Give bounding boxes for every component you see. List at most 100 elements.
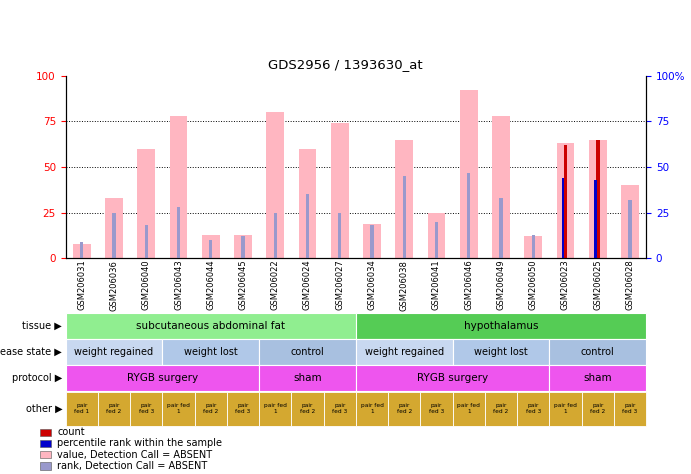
Bar xyxy=(202,235,220,258)
Text: rank, Detection Call = ABSENT: rank, Detection Call = ABSENT xyxy=(57,461,207,471)
Text: GDS2956 / 1393630_at: GDS2956 / 1393630_at xyxy=(268,58,423,71)
Text: pair
fed 3: pair fed 3 xyxy=(429,403,444,414)
Bar xyxy=(259,365,356,391)
Bar xyxy=(356,313,646,339)
Bar xyxy=(594,180,596,258)
Bar xyxy=(556,143,574,258)
Text: pair fed
1: pair fed 1 xyxy=(264,403,287,414)
Bar xyxy=(40,428,51,436)
Bar xyxy=(299,149,316,258)
Bar xyxy=(227,392,259,426)
Bar xyxy=(40,440,51,447)
Bar xyxy=(420,392,453,426)
Bar xyxy=(614,392,646,426)
Text: pair
fed 2: pair fed 2 xyxy=(203,403,218,414)
Bar xyxy=(460,91,477,258)
Text: RYGB surgery: RYGB surgery xyxy=(127,373,198,383)
Bar xyxy=(162,339,259,365)
Text: sham: sham xyxy=(583,373,612,383)
Text: pair fed
1: pair fed 1 xyxy=(167,403,190,414)
Text: control: control xyxy=(581,347,614,357)
Bar xyxy=(453,339,549,365)
Bar xyxy=(138,149,155,258)
Bar xyxy=(40,463,51,470)
Text: pair
fed 1: pair fed 1 xyxy=(74,403,89,414)
Text: pair
fed 3: pair fed 3 xyxy=(526,403,541,414)
Bar xyxy=(596,185,599,258)
Bar xyxy=(549,365,646,391)
Bar xyxy=(66,392,98,426)
Bar xyxy=(80,242,84,258)
Text: pair
fed 3: pair fed 3 xyxy=(332,403,348,414)
Text: pair fed
1: pair fed 1 xyxy=(361,403,384,414)
Bar xyxy=(524,237,542,258)
Bar xyxy=(259,392,292,426)
Bar xyxy=(403,176,406,258)
Bar xyxy=(234,235,252,258)
Text: other ▶: other ▶ xyxy=(26,404,62,414)
Bar xyxy=(356,365,549,391)
Bar xyxy=(241,237,245,258)
Bar xyxy=(209,240,212,258)
Bar xyxy=(388,392,420,426)
Text: weight lost: weight lost xyxy=(184,347,238,357)
Bar xyxy=(323,392,356,426)
Text: pair
fed 3: pair fed 3 xyxy=(139,403,154,414)
Bar xyxy=(177,207,180,258)
Bar xyxy=(331,123,348,258)
Text: weight lost: weight lost xyxy=(474,347,528,357)
Bar xyxy=(628,200,632,258)
Bar xyxy=(589,140,607,258)
Text: pair
fed 2: pair fed 2 xyxy=(590,403,605,414)
Bar xyxy=(582,392,614,426)
Bar xyxy=(363,224,381,258)
Text: pair fed
1: pair fed 1 xyxy=(554,403,577,414)
Text: pair
fed 2: pair fed 2 xyxy=(493,403,509,414)
Bar xyxy=(435,222,438,258)
Bar xyxy=(549,339,646,365)
Bar xyxy=(259,339,356,365)
Text: pair
fed 2: pair fed 2 xyxy=(300,403,315,414)
Text: percentile rank within the sample: percentile rank within the sample xyxy=(57,438,223,448)
Bar xyxy=(531,235,535,258)
Bar xyxy=(453,392,485,426)
Bar xyxy=(564,145,567,258)
Bar xyxy=(274,213,277,258)
Text: value, Detection Call = ABSENT: value, Detection Call = ABSENT xyxy=(57,450,212,460)
Bar xyxy=(356,392,388,426)
Bar xyxy=(500,198,502,258)
Bar xyxy=(169,116,187,258)
Bar xyxy=(195,392,227,426)
Bar xyxy=(356,339,453,365)
Bar xyxy=(144,226,148,258)
Bar xyxy=(73,244,91,258)
Bar xyxy=(549,392,582,426)
Text: pair
fed 3: pair fed 3 xyxy=(623,403,638,414)
Text: pair
fed 2: pair fed 2 xyxy=(397,403,412,414)
Bar xyxy=(66,365,259,391)
Text: control: control xyxy=(291,347,324,357)
Bar xyxy=(105,198,123,258)
Bar xyxy=(485,392,517,426)
Text: disease state ▶: disease state ▶ xyxy=(0,347,62,357)
Bar xyxy=(98,392,130,426)
Bar xyxy=(266,112,284,258)
Bar xyxy=(162,392,195,426)
Bar xyxy=(40,451,51,458)
Bar xyxy=(428,213,445,258)
Bar xyxy=(113,213,115,258)
Text: RYGB surgery: RYGB surgery xyxy=(417,373,488,383)
Text: count: count xyxy=(57,427,85,437)
Text: pair fed
1: pair fed 1 xyxy=(457,403,480,414)
Bar xyxy=(370,226,374,258)
Text: tissue ▶: tissue ▶ xyxy=(22,321,62,331)
Text: protocol ▶: protocol ▶ xyxy=(12,373,62,383)
Bar xyxy=(395,140,413,258)
Bar xyxy=(492,116,510,258)
Bar xyxy=(562,178,565,258)
Bar xyxy=(564,180,567,258)
Bar xyxy=(66,313,356,339)
Text: subcutaneous abdominal fat: subcutaneous abdominal fat xyxy=(136,321,285,331)
Bar xyxy=(621,185,638,258)
Bar xyxy=(596,140,600,258)
